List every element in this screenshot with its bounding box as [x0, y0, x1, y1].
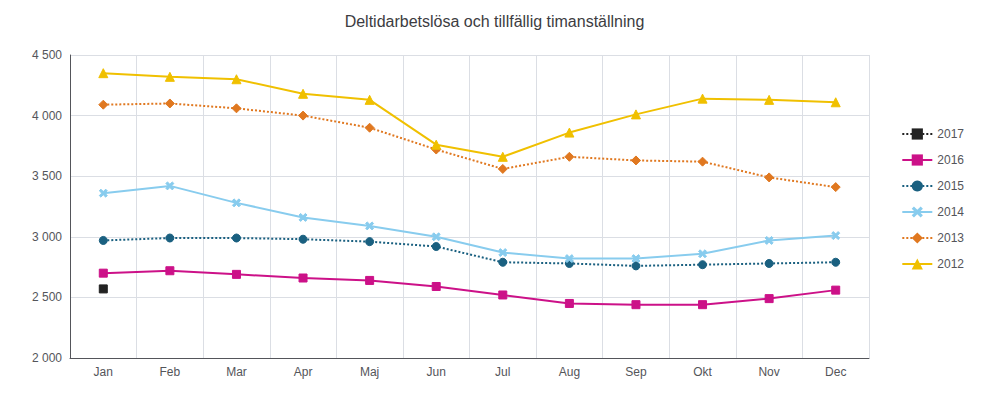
svg-text:2 500: 2 500	[32, 290, 62, 304]
svg-text:Maj: Maj	[360, 365, 379, 379]
svg-text:Deltidarbetslösa och tillfälli: Deltidarbetslösa och tillfällig timanstä…	[345, 13, 645, 30]
svg-text:Jul: Jul	[495, 365, 510, 379]
svg-text:2 000: 2 000	[32, 351, 62, 365]
svg-text:Jun: Jun	[427, 365, 446, 379]
svg-text:2014: 2014	[937, 205, 964, 219]
svg-text:Dec: Dec	[825, 365, 846, 379]
svg-text:2017: 2017	[937, 127, 964, 141]
svg-text:3 000: 3 000	[32, 230, 62, 244]
svg-text:3 500: 3 500	[32, 169, 62, 183]
svg-text:Aug: Aug	[559, 365, 580, 379]
svg-text:4 000: 4 000	[32, 109, 62, 123]
svg-text:Sep: Sep	[625, 365, 647, 379]
svg-text:Mar: Mar	[226, 365, 247, 379]
svg-text:2016: 2016	[937, 153, 964, 167]
svg-text:2012: 2012	[937, 257, 964, 271]
svg-text:2015: 2015	[937, 179, 964, 193]
svg-text:2013: 2013	[937, 231, 964, 245]
svg-text:Nov: Nov	[758, 365, 779, 379]
svg-text:Jan: Jan	[94, 365, 113, 379]
svg-text:Apr: Apr	[294, 365, 313, 379]
svg-text:Okt: Okt	[693, 365, 712, 379]
svg-text:Feb: Feb	[160, 365, 181, 379]
svg-text:4 500: 4 500	[32, 48, 62, 62]
